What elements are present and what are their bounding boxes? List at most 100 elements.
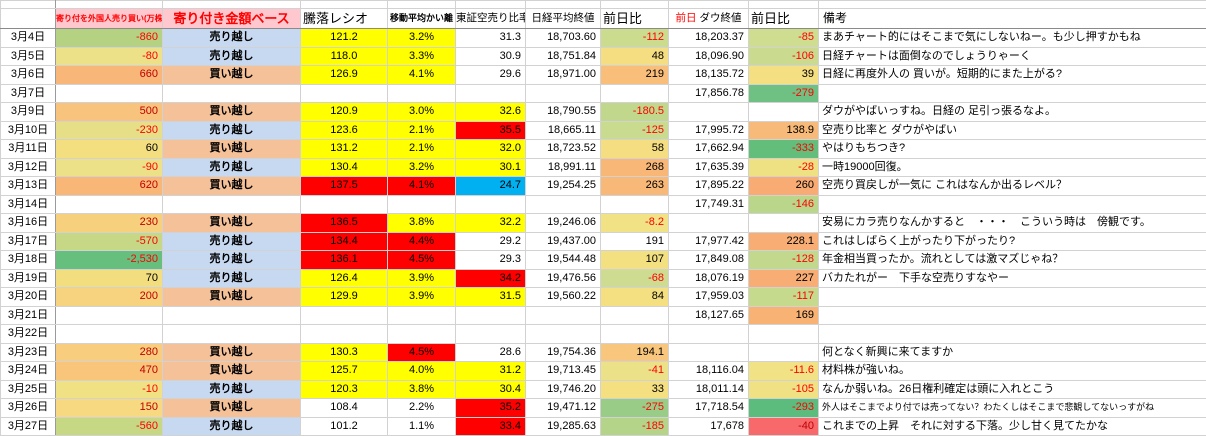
cell-dow-change[interactable] [749, 103, 819, 122]
cell-remark[interactable]: 材料株が強いね。 [819, 362, 1206, 381]
cell-foreign-flow[interactable]: -570 [56, 232, 163, 251]
cell-dow-close[interactable]: 17,977.42 [669, 232, 749, 251]
cell-nikkei-change[interactable]: 219 [601, 66, 669, 85]
cell-dow-change[interactable]: 39 [749, 66, 819, 85]
cell-dow-close[interactable]: 17,995.72 [669, 121, 749, 140]
cell-foreign-flow[interactable]: 620 [56, 177, 163, 196]
cell-short-ratio[interactable]: 31.2 [456, 362, 526, 381]
cell-foreign-flow[interactable]: -560 [56, 417, 163, 436]
cell-ma-deviation[interactable]: 4.4% [388, 232, 456, 251]
cell-remark[interactable]: 空売り比率と ダウがやばい [819, 121, 1206, 140]
cell-remark[interactable] [819, 288, 1206, 307]
cell-ratio[interactable]: 126.9 [301, 66, 388, 85]
cell-stance[interactable] [163, 325, 301, 344]
cell-ma-deviation[interactable]: 3.3% [388, 47, 456, 66]
cell-dow-change[interactable] [749, 325, 819, 344]
cell-nikkei-change[interactable]: 191 [601, 232, 669, 251]
cell-stance[interactable]: 買い越し [163, 140, 301, 159]
cell-ma-deviation[interactable]: 2.1% [388, 140, 456, 159]
cell-nikkei-change[interactable]: -68 [601, 269, 669, 288]
header-nikkei-change[interactable]: 前日比 [601, 9, 669, 29]
cell-stance[interactable]: 買い越し [163, 288, 301, 307]
spacer-cell[interactable] [56, 1, 163, 9]
cell-foreign-flow[interactable]: 70 [56, 269, 163, 288]
cell-dow-change[interactable] [749, 343, 819, 362]
cell-nikkei-close[interactable]: 19,544.48 [526, 251, 601, 270]
cell-remark[interactable]: 年金相当買ったか。流れとしては激マズじゃね？ [819, 251, 1206, 270]
cell-ratio[interactable]: 134.4 [301, 232, 388, 251]
cell-short-ratio[interactable]: 32.6 [456, 103, 526, 122]
cell-foreign-flow[interactable]: -860 [56, 29, 163, 48]
cell-ma-deviation[interactable]: 4.1% [388, 66, 456, 85]
cell-date[interactable]: 3月21日 [1, 306, 56, 325]
cell-dow-close[interactable]: 17,678 [669, 417, 749, 436]
cell-nikkei-close[interactable]: 19,246.06 [526, 214, 601, 233]
cell-nikkei-change[interactable]: -275 [601, 399, 669, 418]
cell-remark[interactable]: なんか弱いね。26日権利確定は頭に入れとこう [819, 380, 1206, 399]
cell-foreign-flow[interactable]: 660 [56, 66, 163, 85]
cell-foreign-flow[interactable]: -2,530 [56, 251, 163, 270]
cell-dow-change[interactable]: 227 [749, 269, 819, 288]
cell-date[interactable]: 3月22日 [1, 325, 56, 344]
cell-remark[interactable]: 外人はそこまでより付では売ってない？わたくしはそこまで悲観してないっすがね [819, 399, 1206, 418]
cell-dow-close[interactable] [669, 343, 749, 362]
cell-foreign-flow[interactable]: -10 [56, 380, 163, 399]
cell-short-ratio[interactable] [456, 306, 526, 325]
cell-nikkei-close[interactable]: 18,751.84 [526, 47, 601, 66]
cell-ma-deviation[interactable]: 4.0% [388, 362, 456, 381]
spacer-cell[interactable] [749, 1, 819, 9]
cell-short-ratio[interactable]: 29.3 [456, 251, 526, 270]
cell-nikkei-change[interactable]: -8.2 [601, 214, 669, 233]
cell-remark[interactable] [819, 306, 1206, 325]
cell-short-ratio[interactable]: 28.6 [456, 343, 526, 362]
cell-date[interactable]: 3月14日 [1, 195, 56, 214]
cell-ma-deviation[interactable] [388, 195, 456, 214]
cell-ratio[interactable]: 120.3 [301, 380, 388, 399]
cell-nikkei-change[interactable]: -185 [601, 417, 669, 436]
cell-remark[interactable] [819, 195, 1206, 214]
cell-dow-change[interactable]: -85 [749, 29, 819, 48]
cell-ratio[interactable]: 137.5 [301, 177, 388, 196]
cell-dow-change[interactable]: -128 [749, 251, 819, 270]
cell-ma-deviation[interactable] [388, 306, 456, 325]
cell-ma-deviation[interactable]: 3.0% [388, 103, 456, 122]
cell-foreign-flow[interactable]: 60 [56, 140, 163, 159]
cell-foreign-flow[interactable]: 470 [56, 362, 163, 381]
cell-date[interactable]: 3月13日 [1, 177, 56, 196]
cell-nikkei-close[interactable]: 19,746.20 [526, 380, 601, 399]
cell-date[interactable]: 3月16日 [1, 214, 56, 233]
header-nikkei-close[interactable]: 日経平均終値 [526, 9, 601, 29]
cell-ratio[interactable]: 136.1 [301, 251, 388, 270]
cell-stance[interactable]: 買い越し [163, 362, 301, 381]
cell-ma-deviation[interactable]: 2.1% [388, 121, 456, 140]
cell-foreign-flow[interactable] [56, 325, 163, 344]
cell-remark[interactable]: ダウがやばいっすね。日経の 足引っ張るなよ。 [819, 103, 1206, 122]
spacer-cell[interactable] [819, 1, 1206, 9]
cell-remark[interactable]: まあチャート的にはそこまで気にしないねー。も少し押すかもね [819, 29, 1206, 48]
cell-nikkei-close[interactable]: 19,754.36 [526, 343, 601, 362]
header-short-sell-ratio[interactable]: 東証空売り比率 [456, 9, 526, 29]
cell-date[interactable]: 3月12日 [1, 158, 56, 177]
cell-dow-close[interactable]: 18,135.72 [669, 66, 749, 85]
cell-ratio[interactable]: 130.3 [301, 343, 388, 362]
cell-ma-deviation[interactable]: 3.9% [388, 288, 456, 307]
cell-dow-change[interactable]: -293 [749, 399, 819, 418]
cell-date[interactable]: 3月27日 [1, 417, 56, 436]
cell-date[interactable]: 3月18日 [1, 251, 56, 270]
cell-dow-close[interactable]: 18,096.90 [669, 47, 749, 66]
spacer-cell[interactable] [456, 1, 526, 9]
cell-ma-deviation[interactable]: 4.5% [388, 343, 456, 362]
cell-nikkei-close[interactable]: 18,723.52 [526, 140, 601, 159]
cell-remark[interactable]: 空売り買戻しが一気に これはなんか出るレベル？ [819, 177, 1206, 196]
cell-foreign-flow[interactable]: -90 [56, 158, 163, 177]
cell-date[interactable]: 3月23日 [1, 343, 56, 362]
cell-nikkei-close[interactable]: 18,991.11 [526, 158, 601, 177]
cell-dow-change[interactable]: -11.6 [749, 362, 819, 381]
cell-ratio[interactable]: 101.2 [301, 417, 388, 436]
cell-dow-change[interactable]: 260 [749, 177, 819, 196]
cell-nikkei-change[interactable] [601, 84, 669, 103]
cell-nikkei-close[interactable] [526, 84, 601, 103]
cell-stance[interactable]: 売り越し [163, 251, 301, 270]
cell-dow-close[interactable]: 17,849.08 [669, 251, 749, 270]
cell-foreign-flow[interactable]: 230 [56, 214, 163, 233]
